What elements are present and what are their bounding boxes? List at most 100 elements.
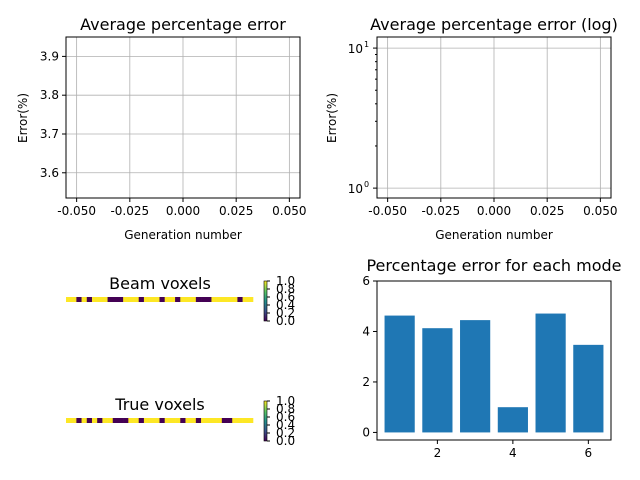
y-tick-label: 0 — [362, 425, 370, 439]
voxel-cell — [159, 418, 165, 423]
voxel-cell — [175, 297, 181, 302]
voxel-cell — [123, 418, 129, 423]
colorbar-tick-label: 0.8 — [276, 402, 295, 416]
heatmap-title: True voxels — [114, 395, 204, 414]
voxel-cell — [190, 418, 197, 423]
voxel-cell — [180, 418, 186, 423]
voxel-cell — [91, 418, 98, 423]
chart-title: Percentage error for each mode — [366, 256, 621, 275]
voxel-cell — [195, 297, 202, 302]
y-tick-label: 10 — [348, 42, 363, 56]
heatmap-title: Beam voxels — [109, 274, 211, 293]
voxel-cell — [216, 418, 223, 423]
colorbar-tick-label: 0.0 — [276, 434, 295, 448]
voxel-cell — [159, 297, 165, 302]
voxel-cell — [154, 418, 160, 423]
voxel-cell — [133, 418, 140, 423]
voxel-cell — [117, 297, 124, 302]
y-tick-label: 6 — [362, 274, 370, 288]
chart-average-error-log: Average percentage error (log) -0.050 -0.… — [325, 15, 618, 242]
voxel-cell — [247, 418, 254, 423]
voxel-cell — [76, 418, 82, 423]
voxel-cell — [107, 418, 114, 423]
voxel-cell — [107, 297, 114, 302]
y-tick-exponent: 1 — [364, 40, 369, 49]
grid — [66, 37, 300, 198]
colorbar-gradient — [263, 280, 268, 322]
y-tick-exponent: 0 — [364, 180, 369, 189]
voxel-cell — [97, 418, 103, 423]
x-tick-label: 2 — [434, 446, 442, 460]
colorbar-tick-label: 1.0 — [276, 274, 295, 288]
colorbar-tick-label: 0.2 — [276, 306, 295, 320]
chart-mode-error: Percentage error for each mode 2 4 6 0 2 4 6 — [362, 256, 621, 460]
voxel-cell — [164, 418, 171, 423]
voxel-cell — [117, 418, 124, 423]
voxel-cell — [227, 297, 233, 302]
x-tick-label: 0.025 — [219, 204, 253, 218]
colorbar-tick-label: 0.6 — [276, 410, 295, 424]
x-tick-label: 0.025 — [530, 204, 564, 218]
colorbar: 1.00.80.60.40.20.0 — [263, 394, 295, 448]
voxel-cell — [102, 418, 108, 423]
bar-mode-5 — [535, 313, 566, 433]
voxel-cell — [206, 418, 212, 423]
voxel-cell — [81, 297, 88, 302]
voxel-cell — [221, 418, 228, 423]
x-tick-label: -0.050 — [368, 204, 407, 218]
heatmap-true-voxels: True voxels 1.00.80.60.40.20.0 — [66, 394, 295, 448]
voxel-cell — [91, 297, 98, 302]
y-axis-label: Error(%) — [325, 93, 339, 143]
axis-ticks: -0.050 -0.025 0.000 0.025 0.050 3.6 3.7 3.8 3.9 — [40, 49, 307, 218]
voxel-cell — [185, 418, 191, 423]
voxel-cell — [175, 418, 181, 423]
voxel-cell — [185, 297, 191, 302]
x-tick-label: -0.025 — [421, 204, 460, 218]
x-tick-label: 4 — [509, 446, 517, 460]
voxel-cell — [66, 418, 72, 423]
chart-average-error: Average percentage error -0.050 -0.025 0.0… — [16, 15, 307, 242]
voxel-cell — [169, 418, 176, 423]
voxel-cell — [242, 418, 249, 423]
voxel-cell — [216, 297, 223, 302]
plot-frame — [376, 280, 612, 441]
x-tick-label: -0.025 — [110, 204, 149, 218]
voxel-cell — [133, 297, 140, 302]
chart-title: Average percentage error — [80, 15, 286, 34]
voxel-cell — [164, 297, 171, 302]
voxel-cell — [242, 297, 249, 302]
bar-mode-4 — [497, 407, 528, 433]
voxel-cell — [66, 297, 72, 302]
voxel-cell — [138, 418, 145, 423]
voxel-cell — [190, 297, 197, 302]
voxel-cell — [237, 418, 243, 423]
voxel-cell — [123, 297, 129, 302]
voxel-cell — [201, 297, 207, 302]
voxel-cell — [76, 297, 82, 302]
colorbar-tick-label: 0.6 — [276, 290, 295, 304]
y-tick-label: 10 — [348, 182, 363, 196]
voxel-cell — [102, 297, 108, 302]
bar-mode-1 — [384, 315, 415, 433]
voxel-cell — [71, 297, 77, 302]
voxel-cell — [154, 297, 160, 302]
bars — [384, 313, 604, 433]
heatmap-strip — [66, 418, 254, 423]
y-tick-label: 3.8 — [40, 88, 59, 102]
y-tick-label: 2 — [362, 375, 370, 389]
bar-mode-2 — [422, 328, 453, 433]
voxel-cell — [71, 418, 77, 423]
colorbar: 1.00.80.60.40.20.0 — [263, 274, 295, 328]
voxel-cell — [97, 297, 103, 302]
y-tick-label: 3.9 — [40, 49, 59, 63]
colorbar-tick-label: 0.2 — [276, 426, 295, 440]
colorbar-tick-label: 0.4 — [276, 298, 295, 312]
y-tick-label: 3.7 — [40, 127, 59, 141]
voxel-cell — [128, 418, 134, 423]
voxel-cell — [138, 297, 145, 302]
voxel-cell — [180, 297, 186, 302]
x-axis-label: Generation number — [435, 228, 553, 242]
voxel-cell — [195, 418, 202, 423]
voxel-cell — [169, 297, 176, 302]
